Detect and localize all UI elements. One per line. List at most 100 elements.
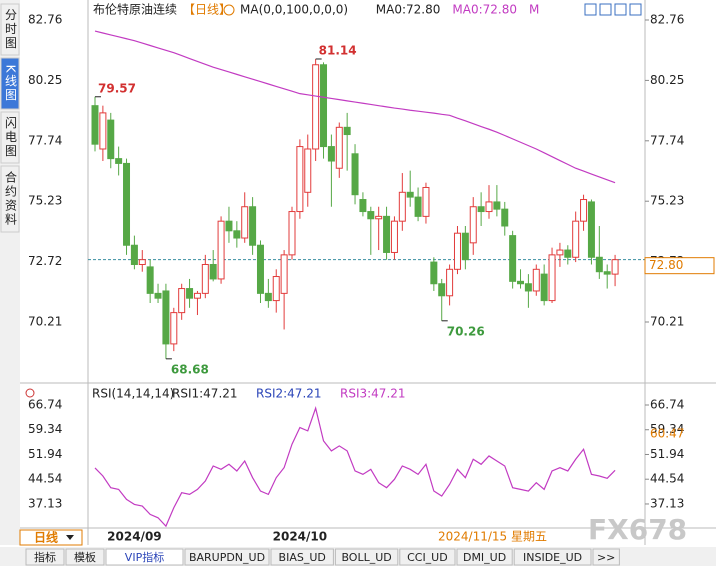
last-price-box <box>644 257 715 275</box>
sidebar-tab[interactable] <box>0 57 20 110</box>
y-tick-label: 80.25 <box>28 73 62 87</box>
bottom-tab[interactable] <box>334 548 399 566</box>
sidebar-tab[interactable] <box>0 111 20 164</box>
y-tick-label: 37.13 <box>650 496 684 510</box>
bottom-tab[interactable] <box>399 548 456 566</box>
legend-item: RSI2:47.21 <box>256 387 322 401</box>
candle-body <box>233 230 241 239</box>
y-tick-label: 70.21 <box>28 315 62 329</box>
candle-body <box>327 146 335 162</box>
x-tick-label: 2024/10 <box>273 530 327 544</box>
candle-body <box>532 268 540 292</box>
sidebar-tab-label: 分时图 <box>4 8 18 50</box>
bottom-tab-label[interactable]: VIP指标 <box>125 550 164 564</box>
candle-body <box>225 220 233 232</box>
bottom-tab[interactable] <box>105 548 184 566</box>
candle-body <box>517 280 525 285</box>
candle-body <box>91 105 99 145</box>
bottom-tab-label[interactable]: DMI_UD <box>463 551 506 564</box>
candle-body <box>390 220 398 253</box>
candle-body <box>461 232 469 261</box>
candle-body <box>130 244 138 265</box>
candle-body <box>343 126 351 136</box>
bottom-tab[interactable] <box>513 548 592 566</box>
add-icon[interactable] <box>223 4 235 16</box>
candle-body <box>178 288 186 314</box>
bottom-tab-label[interactable]: >> <box>597 551 615 564</box>
candle-body <box>603 271 611 275</box>
sidebar-tab-label: 闪电图 <box>4 116 18 158</box>
bottom-tab-label[interactable]: CCI_UD <box>407 551 448 564</box>
chart-title: 布伦特原油连续 <box>93 2 177 17</box>
period-button[interactable] <box>19 529 83 546</box>
y-tick-label: 44.54 <box>28 472 62 486</box>
candle-body <box>493 201 501 210</box>
candle-body <box>398 191 406 222</box>
settings-icon[interactable] <box>25 388 35 398</box>
bottom-tab-label[interactable]: BARUPDN_UD <box>189 551 265 564</box>
y-tick-label: 59.34 <box>28 422 62 436</box>
period-button-label[interactable]: 日线 <box>34 530 58 545</box>
bottom-tab-label[interactable]: BOLL_UD <box>341 551 391 564</box>
candle-body <box>170 312 178 345</box>
sidebar-tab[interactable] <box>0 3 20 56</box>
candle-body <box>375 215 383 220</box>
candle-body <box>288 211 296 256</box>
candle-body <box>201 263 209 294</box>
candle-body <box>335 126 343 169</box>
sidebar-tab-label: 合约资料 <box>4 170 18 227</box>
legend-item: MA0:72.80 <box>452 3 517 17</box>
sidebar-tab-label: K线图 <box>4 65 18 103</box>
candle-body <box>572 220 580 258</box>
cursor-value: 60.47 <box>650 426 684 440</box>
legend-item: M <box>529 3 539 17</box>
candle-body <box>138 259 146 265</box>
bottom-tab[interactable] <box>184 548 270 566</box>
legend-item: MA(0,0,100,0,0,0) <box>240 3 348 17</box>
legend-item: RSI3:47.21 <box>340 387 406 401</box>
candle-body <box>564 249 572 258</box>
dropdown-arrow[interactable] <box>66 535 74 540</box>
candle-body <box>453 232 461 270</box>
candle-body <box>540 273 548 302</box>
y-tick-label: 77.74 <box>28 133 62 147</box>
bottom-tab[interactable] <box>65 548 105 566</box>
candle-body <box>359 199 367 213</box>
bottom-tab[interactable] <box>25 548 65 566</box>
bottom-tab-label[interactable]: 指标 <box>34 550 56 564</box>
y-tick-label: 77.74 <box>650 133 684 147</box>
candle-body <box>548 254 556 302</box>
sidebar-tab[interactable] <box>0 165 20 233</box>
y-tick-label: 51.94 <box>28 447 62 461</box>
bottom-tab-label[interactable]: BIAS_UD <box>279 551 326 564</box>
candle-body <box>256 244 264 294</box>
candle-body <box>446 268 454 297</box>
x-tick-label: 2024/09 <box>107 530 161 544</box>
candle-body <box>422 186 430 217</box>
rsi-line <box>94 406 616 528</box>
candle-body <box>264 292 272 302</box>
candle-body <box>296 146 304 213</box>
candle-body <box>193 292 201 299</box>
bottom-tab-label[interactable]: 模板 <box>74 550 96 564</box>
candle-body <box>414 196 422 217</box>
watermark: FX678 <box>588 513 687 546</box>
candle-body <box>99 112 107 150</box>
y-tick-label: 80.25 <box>650 73 684 87</box>
candle-body <box>556 249 564 256</box>
candle-body <box>312 64 320 150</box>
candle-body <box>209 263 217 280</box>
candle-body <box>241 206 249 239</box>
bottom-tab[interactable] <box>592 548 620 566</box>
candle-body <box>485 201 493 213</box>
bottom-tab-label[interactable]: INSIDE_UD <box>523 551 582 564</box>
bottom-tab[interactable] <box>270 548 334 566</box>
legend-item: MA0:72.80 <box>376 3 441 17</box>
candle-body <box>115 158 123 164</box>
candle-body <box>509 235 517 282</box>
bottom-tab[interactable] <box>456 548 513 566</box>
candle-body <box>123 162 131 246</box>
candle-body <box>611 259 619 275</box>
candle-body <box>501 208 509 227</box>
